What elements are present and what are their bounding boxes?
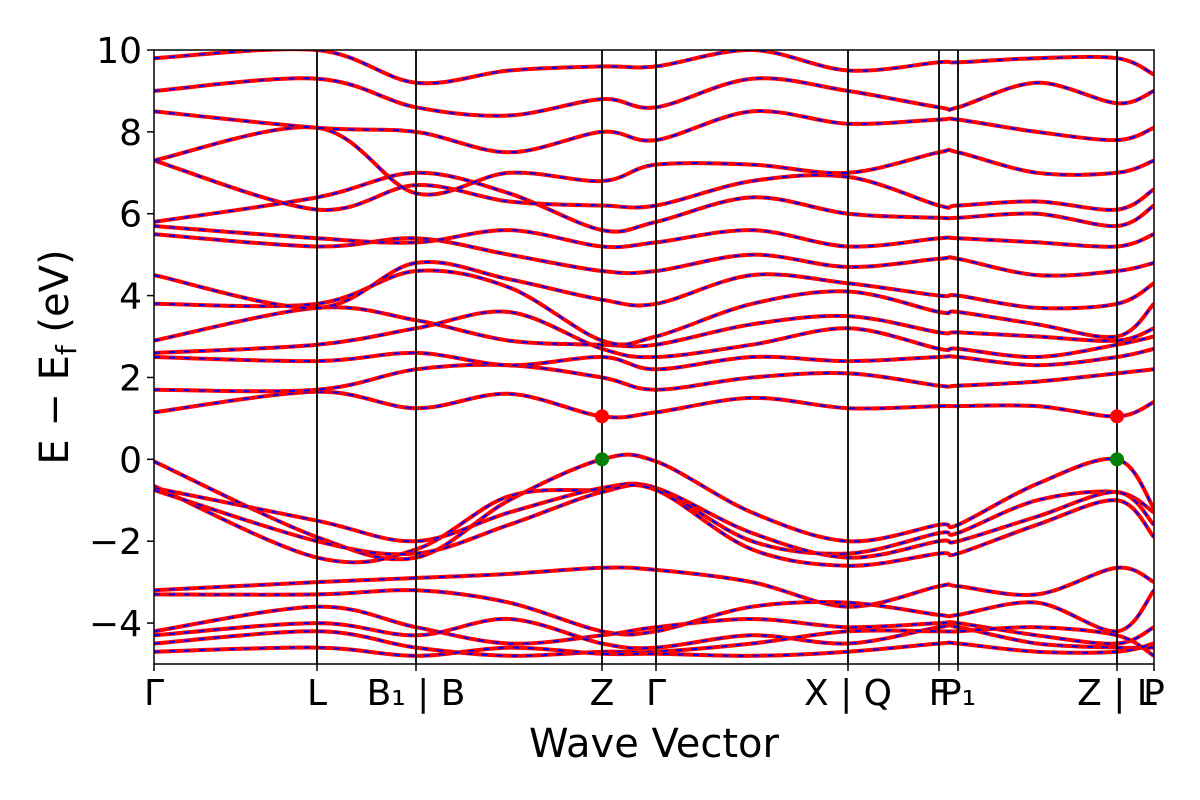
band-13 bbox=[154, 346, 1154, 372]
x-tick-label: Γ bbox=[144, 673, 164, 714]
band-line-inner bbox=[154, 566, 1154, 608]
band-6 bbox=[154, 588, 1154, 637]
band-line-inner bbox=[154, 483, 1154, 567]
band-line-inner bbox=[154, 77, 1154, 117]
band-line-inner bbox=[154, 110, 1154, 154]
x-tick-label: Γ bbox=[646, 673, 666, 714]
y-axis-title: E − Ef (eV) bbox=[32, 249, 83, 464]
y-axis-title-main: E − E bbox=[32, 355, 78, 465]
y-tick-label: 8 bbox=[119, 113, 142, 154]
band-line-outer bbox=[154, 305, 1154, 349]
band-line-outer bbox=[154, 232, 1154, 278]
vbm-marker bbox=[595, 452, 609, 467]
band-lines bbox=[154, 50, 1154, 658]
x-tick-label: L bbox=[307, 673, 327, 714]
band-line-inner bbox=[154, 347, 1154, 371]
band-3 bbox=[154, 481, 1154, 560]
band-19 bbox=[154, 224, 1154, 250]
plot-frame bbox=[153, 49, 1155, 665]
band-line-inner bbox=[154, 269, 1154, 346]
y-tick-label: 10 bbox=[96, 31, 142, 72]
cbm-marker bbox=[595, 409, 609, 424]
band-line-inner bbox=[154, 126, 1154, 196]
band-9 bbox=[154, 625, 1154, 658]
band-8 bbox=[154, 616, 1154, 651]
y-tick-label: 2 bbox=[119, 358, 142, 399]
band-18 bbox=[154, 232, 1154, 278]
band-12 bbox=[154, 362, 1154, 394]
band-14 bbox=[154, 309, 1154, 360]
band-line-inner bbox=[154, 363, 1154, 393]
band-line-inner bbox=[154, 589, 1154, 636]
x-tick-label: B₁ | B bbox=[367, 673, 466, 714]
band-25 bbox=[154, 50, 1154, 86]
band-line-inner bbox=[154, 617, 1154, 650]
x-tick-label: P bbox=[1143, 673, 1165, 714]
band-line-outer bbox=[154, 50, 1154, 86]
band-11 bbox=[154, 389, 1154, 420]
high-symmetry-lines bbox=[316, 50, 1118, 664]
band-10 bbox=[154, 640, 1154, 658]
x-tick-label: X | Q bbox=[804, 673, 892, 714]
band-line-inner bbox=[154, 605, 1154, 645]
y-tick-label: 6 bbox=[119, 195, 142, 236]
y-tick-label: −4 bbox=[89, 604, 142, 645]
x-tick-label: P₁ bbox=[940, 673, 976, 714]
band-line-inner bbox=[154, 390, 1154, 419]
band-17 bbox=[154, 260, 1154, 311]
band-line-inner bbox=[154, 483, 1154, 564]
x-tick-label: F bbox=[929, 673, 950, 714]
band-22 bbox=[154, 125, 1154, 197]
cbm-marker bbox=[1110, 409, 1124, 424]
x-axis-title: Wave Vector bbox=[529, 721, 780, 767]
y-axis-title-sub: f bbox=[50, 344, 83, 355]
band-7 bbox=[154, 604, 1154, 646]
x-tick-label: Z | L bbox=[1077, 673, 1157, 714]
band-line-inner bbox=[154, 626, 1154, 657]
band-line-outer bbox=[154, 224, 1154, 250]
band-line-inner bbox=[154, 482, 1154, 559]
band-21 bbox=[154, 158, 1154, 212]
y-tick-label: 0 bbox=[119, 440, 142, 481]
y-axis-title-unit: (eV) bbox=[32, 249, 78, 345]
band-2 bbox=[154, 482, 1154, 565]
x-tick-label: Z bbox=[590, 673, 615, 714]
band-16 bbox=[154, 268, 1154, 347]
band-15 bbox=[154, 305, 1154, 349]
band-4 bbox=[154, 482, 1154, 568]
vbm-marker bbox=[1110, 452, 1124, 467]
band-5 bbox=[154, 565, 1154, 609]
band-line-inner bbox=[154, 641, 1154, 657]
band-line-outer bbox=[154, 309, 1154, 360]
y-tick-label: −2 bbox=[89, 522, 142, 563]
band-23 bbox=[154, 109, 1154, 155]
band-line-inner bbox=[154, 261, 1154, 310]
band-24 bbox=[154, 76, 1154, 118]
y-axis-ticks: −4 −2 0 2 4 6 8 10 bbox=[89, 31, 154, 645]
band-edge-markers bbox=[595, 409, 1124, 467]
y-tick-label: 4 bbox=[119, 277, 142, 318]
band-line-outer bbox=[154, 158, 1154, 212]
